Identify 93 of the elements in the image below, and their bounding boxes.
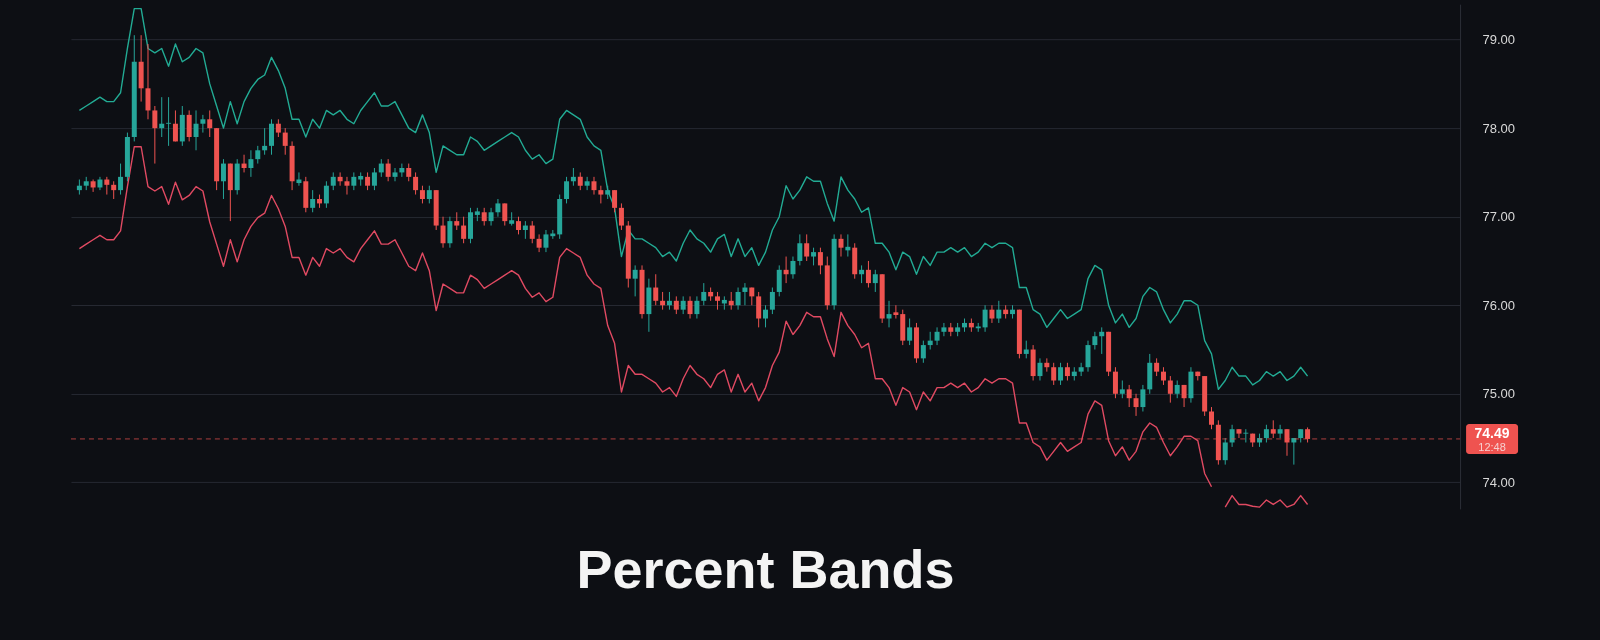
candlestick	[310, 189, 316, 213]
candlestick	[1085, 340, 1091, 373]
candlestick	[1222, 437, 1228, 466]
candlestick	[536, 233, 542, 253]
candlestick	[920, 340, 926, 364]
candlestick	[1112, 366, 1118, 399]
candlestick	[783, 256, 789, 284]
candlestick	[591, 176, 597, 196]
candlestick	[1133, 393, 1139, 417]
candlestick	[742, 282, 748, 306]
candlestick	[701, 282, 707, 306]
candlestick	[269, 118, 274, 156]
y-tick-label: 78.00	[1482, 120, 1516, 136]
candlestick	[694, 295, 700, 320]
candlestick	[502, 202, 508, 227]
candlestick	[262, 127, 268, 156]
candlestick	[797, 233, 803, 266]
candlestick	[543, 229, 549, 253]
candlestick	[989, 304, 995, 324]
candlestick	[145, 43, 151, 120]
candlestick	[1126, 384, 1132, 408]
candlestick	[769, 287, 775, 315]
candlestick	[612, 189, 618, 213]
candlestick	[886, 300, 892, 328]
candlestick	[584, 176, 590, 191]
y-tick-label: 76.00	[1482, 297, 1516, 313]
candlestick	[200, 114, 206, 134]
candlestick	[248, 149, 254, 178]
candlestick	[893, 304, 899, 320]
candlestick	[1092, 331, 1098, 351]
candlestick	[186, 109, 192, 142]
candlestick	[344, 176, 350, 196]
candlestick	[618, 202, 624, 231]
candlestick	[1167, 375, 1173, 404]
candlestick	[323, 180, 329, 209]
candlestick	[1037, 357, 1043, 381]
candlestick	[865, 260, 871, 289]
candlestick	[838, 233, 844, 258]
candlestick	[632, 264, 638, 297]
y-tick-label: 75.00	[1482, 386, 1516, 402]
candlestick	[461, 216, 467, 244]
candlestick	[1209, 406, 1215, 430]
candlestick	[1051, 362, 1057, 386]
candlestick	[817, 247, 823, 275]
candlestick	[166, 96, 172, 147]
candlestick	[282, 127, 288, 156]
candlestick	[152, 105, 158, 165]
candlestick	[687, 295, 693, 320]
y-tick-label: 74.00	[1482, 474, 1516, 490]
candlestick	[907, 318, 913, 346]
candlestick	[90, 179, 96, 193]
candlestick	[495, 198, 501, 218]
candlestick	[1058, 362, 1064, 386]
text: Percent Bands	[576, 538, 955, 599]
candlestick	[193, 109, 199, 151]
candlestick	[337, 171, 343, 187]
candlestick	[776, 264, 782, 297]
candlestick	[447, 216, 453, 249]
candlestick	[440, 216, 446, 249]
candlestick	[1277, 424, 1283, 439]
candlestick	[763, 304, 769, 328]
candlestick	[872, 269, 878, 293]
line-series	[78, 7, 1309, 391]
candlestick	[172, 109, 178, 142]
candlestick	[1140, 384, 1146, 412]
candlestick	[385, 158, 391, 182]
candlestick	[371, 167, 377, 191]
candlestick	[488, 207, 494, 227]
y-tick-label: 79.00	[1482, 32, 1516, 48]
candlestick	[564, 176, 570, 204]
candlestick	[392, 167, 398, 182]
candlestick	[790, 256, 796, 280]
candlestick	[159, 96, 165, 138]
candlestick	[996, 300, 1002, 324]
candlestick	[399, 163, 405, 178]
candlestick	[529, 220, 535, 244]
candlestick	[934, 326, 940, 346]
ref-line-label: 74.49	[1474, 424, 1510, 441]
candlestick	[1078, 362, 1084, 377]
candlestick	[804, 233, 810, 262]
candlestick	[653, 273, 659, 306]
candlestick	[1099, 326, 1105, 355]
candlestick	[413, 171, 419, 196]
candlestick	[207, 109, 213, 138]
text: 12:48	[1478, 440, 1506, 453]
candlestick	[220, 158, 226, 200]
candlestick	[756, 291, 762, 328]
y-tick-label: 77.00	[1482, 209, 1516, 225]
candlestick	[982, 304, 988, 333]
candlestick	[941, 322, 947, 337]
candlestick	[241, 154, 247, 173]
candlestick	[118, 163, 124, 196]
candlestick	[735, 287, 741, 311]
